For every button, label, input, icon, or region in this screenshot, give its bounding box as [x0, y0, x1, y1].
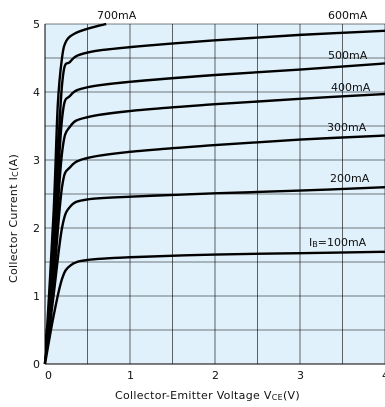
label-400mA: 400mA	[331, 81, 371, 94]
y-tick-label: 2	[33, 222, 40, 235]
label-ib-sub: B	[312, 240, 318, 249]
y-axis-label: Collector Current IC(A)	[7, 154, 20, 283]
x-tick-label: 2	[212, 369, 219, 382]
curve-3	[43, 134, 385, 365]
curve-7	[43, 22, 107, 365]
y-tick-labels: 0 1 2 3 4 5	[33, 18, 40, 371]
label-300mA: 300mA	[327, 121, 367, 134]
label-200mA: 200mA	[330, 172, 370, 185]
x-axis-label: Collector-Emitter Voltage VCE(V)	[115, 389, 300, 402]
label-600mA: 600mA	[328, 9, 368, 22]
y-tick-label: 3	[33, 154, 40, 167]
y-tick-label: 0	[33, 358, 40, 371]
curve-labels: 700mA 600mA 500mA 400mA 300mA 200mA IB=1…	[97, 9, 371, 249]
grid	[45, 23, 385, 364]
curve-1	[43, 250, 385, 365]
axes	[44, 24, 385, 365]
x-tick-label: 1	[127, 369, 134, 382]
curve-6	[43, 29, 385, 365]
x-tick-labels: 0 1 2 3 4	[45, 369, 385, 382]
y-tick-label: 5	[33, 18, 40, 31]
label-100mA: IB=100mA	[309, 236, 367, 249]
label-ib-prefix: I	[309, 236, 312, 249]
x-tick-label: 4	[382, 369, 385, 382]
curve-2	[43, 186, 385, 365]
label-ib-rest: =100mA	[318, 236, 367, 249]
label-500mA: 500mA	[328, 49, 368, 62]
curves	[43, 22, 385, 365]
label-700mA: 700mA	[97, 9, 137, 22]
x-tick-label: 0	[45, 369, 52, 382]
y-tick-label: 4	[33, 86, 40, 99]
y-tick-label: 1	[33, 290, 40, 303]
x-tick-label: 3	[297, 369, 304, 382]
